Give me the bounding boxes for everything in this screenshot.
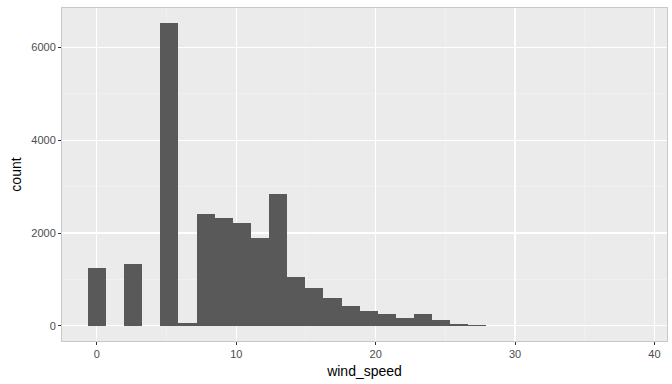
svg-text:10: 10 <box>230 348 242 360</box>
svg-text:0: 0 <box>50 320 56 332</box>
svg-text:20: 20 <box>370 348 382 360</box>
svg-text:0: 0 <box>94 348 100 360</box>
svg-text:40: 40 <box>648 348 660 360</box>
svg-text:30: 30 <box>509 348 521 360</box>
svg-text:4000: 4000 <box>31 134 55 146</box>
svg-text:2000: 2000 <box>31 227 55 239</box>
svg-text:wind_speed: wind_speed <box>326 363 402 379</box>
svg-text:6000: 6000 <box>31 41 55 53</box>
svg-text:count: count <box>8 157 24 191</box>
